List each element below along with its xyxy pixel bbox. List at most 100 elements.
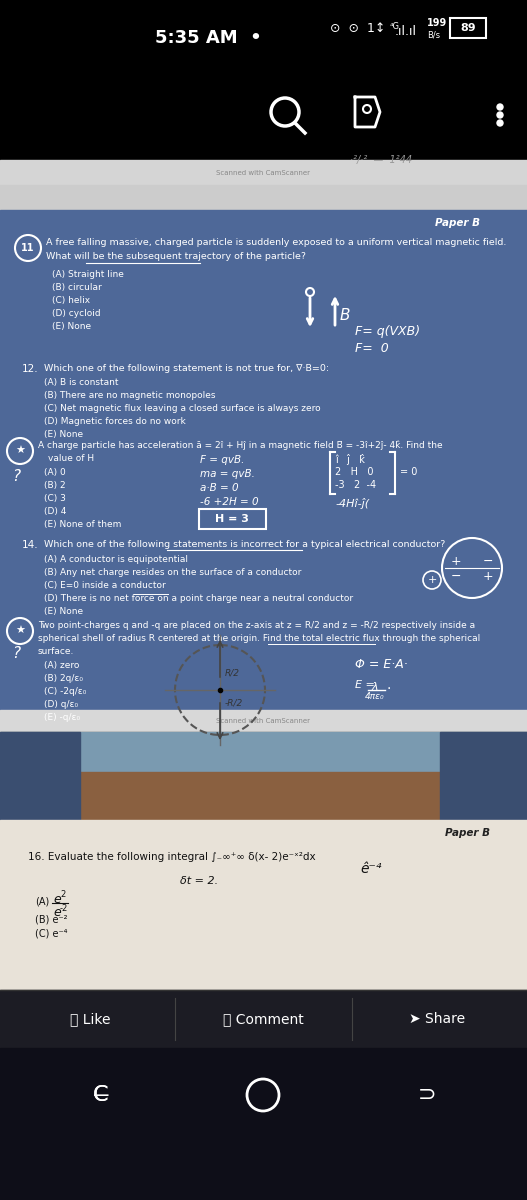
Text: 12.: 12. bbox=[22, 364, 38, 374]
Text: (E) -q/ε₀: (E) -q/ε₀ bbox=[44, 713, 80, 722]
Text: a·B = 0: a·B = 0 bbox=[200, 482, 239, 493]
Text: -4Hî-ĵ(: -4Hî-ĵ( bbox=[335, 498, 369, 509]
Text: −: − bbox=[483, 554, 493, 568]
Text: -3   2  -4: -3 2 -4 bbox=[335, 480, 376, 490]
Bar bbox=[0, 70, 527, 160]
Text: (A): (A) bbox=[35, 896, 49, 906]
Text: (C) helix: (C) helix bbox=[52, 296, 90, 305]
Text: Paper B: Paper B bbox=[435, 218, 480, 228]
Text: 👍 Like: 👍 Like bbox=[70, 1012, 110, 1026]
Bar bbox=[0, 1048, 527, 1200]
Bar bbox=[0, 160, 527, 185]
Text: 16. Evaluate the following integral ∫₋∞⁺∞ δ(x- 2)e⁻ˣ²dx: 16. Evaluate the following integral ∫₋∞⁺… bbox=[28, 852, 316, 862]
Text: Scanned with CamScanner: Scanned with CamScanner bbox=[216, 170, 310, 176]
Text: λ: λ bbox=[372, 682, 378, 692]
Text: (C) Net magnetic flux leaving a closed surface is always zero: (C) Net magnetic flux leaving a closed s… bbox=[44, 404, 320, 413]
Text: -R/2: -R/2 bbox=[225, 698, 243, 707]
Text: (A) 0: (A) 0 bbox=[44, 468, 66, 476]
Bar bbox=[0, 710, 527, 732]
Bar bbox=[450, 18, 486, 38]
Text: H = 3: H = 3 bbox=[215, 514, 249, 524]
Text: 89: 89 bbox=[460, 23, 476, 32]
Text: -6 +2H = 0: -6 +2H = 0 bbox=[200, 497, 259, 506]
Text: (E) None of them: (E) None of them bbox=[44, 520, 121, 529]
Bar bbox=[440, 732, 527, 820]
Bar bbox=[0, 210, 527, 720]
Text: B: B bbox=[340, 308, 350, 323]
Text: (A) A conductor is equipotential: (A) A conductor is equipotential bbox=[44, 554, 188, 564]
Text: E =: E = bbox=[355, 680, 375, 690]
Text: F=  0: F= 0 bbox=[355, 342, 389, 355]
Circle shape bbox=[497, 104, 503, 110]
Text: (B) e⁻²: (B) e⁻² bbox=[35, 914, 67, 924]
Text: value of H: value of H bbox=[48, 454, 94, 463]
Text: (E) None: (E) None bbox=[44, 607, 83, 616]
Text: +: + bbox=[483, 570, 493, 583]
Text: Scanned with CamScanner: Scanned with CamScanner bbox=[216, 718, 310, 724]
Text: ★: ★ bbox=[15, 626, 25, 636]
Text: 4πε₀: 4πε₀ bbox=[365, 692, 385, 701]
Text: .ıl.ıl: .ıl.ıl bbox=[395, 25, 417, 38]
Text: ★: ★ bbox=[15, 446, 25, 456]
Text: e: e bbox=[53, 893, 61, 906]
Text: spherical shell of radius R centered at the origin. Find the total electric flux: spherical shell of radius R centered at … bbox=[38, 634, 480, 643]
Text: e: e bbox=[53, 906, 61, 919]
Text: Paper B: Paper B bbox=[445, 828, 490, 838]
Text: (C) e⁻⁴: (C) e⁻⁴ bbox=[35, 929, 67, 938]
Text: (B) 2: (B) 2 bbox=[44, 481, 66, 490]
Text: ma = qvB.: ma = qvB. bbox=[200, 469, 255, 479]
Text: (D) Magnetic forces do no work: (D) Magnetic forces do no work bbox=[44, 416, 186, 426]
Circle shape bbox=[497, 120, 503, 126]
Text: (D) 4: (D) 4 bbox=[44, 506, 66, 516]
Text: 2: 2 bbox=[60, 890, 65, 899]
Bar bbox=[0, 772, 527, 820]
Text: ⊃: ⊃ bbox=[418, 1085, 436, 1105]
Text: C̶: C̶ bbox=[92, 1085, 108, 1105]
Text: B/s: B/s bbox=[427, 30, 440, 38]
Text: R/2: R/2 bbox=[225, 668, 240, 677]
Text: (D) q/ε₀: (D) q/ε₀ bbox=[44, 700, 78, 709]
Bar bbox=[0, 732, 527, 772]
Text: (C) E=0 inside a conductor: (C) E=0 inside a conductor bbox=[44, 581, 166, 590]
Text: -2: -2 bbox=[60, 904, 69, 913]
Bar bbox=[0, 990, 527, 1048]
Text: A charge particle has acceleration ā = 2î + Hĵ in a magnetic field B̄ = -3î+2ĵ- : A charge particle has acceleration ā = 2… bbox=[38, 440, 443, 450]
Text: Which one of the following statement is not true for, ∇·B=0:: Which one of the following statement is … bbox=[44, 364, 329, 373]
Text: (B) There are no magnetic monopoles: (B) There are no magnetic monopoles bbox=[44, 391, 216, 400]
Text: Two point-charges q and -q are placed on the z-axis at z = R/2 and z = -R/2 resp: Two point-charges q and -q are placed on… bbox=[38, 622, 475, 630]
Text: (D) There is no net force on a point charge near a neutral conductor: (D) There is no net force on a point cha… bbox=[44, 594, 353, 602]
Text: (A) B is constant: (A) B is constant bbox=[44, 378, 119, 386]
Text: 💬 Comment: 💬 Comment bbox=[222, 1012, 304, 1026]
Text: ⁴G: ⁴G bbox=[390, 22, 400, 31]
Bar bbox=[0, 185, 527, 215]
Bar bbox=[0, 820, 527, 990]
Text: (C) -2q/ε₀: (C) -2q/ε₀ bbox=[44, 686, 86, 696]
Bar bbox=[0, 0, 527, 70]
Text: −: − bbox=[451, 570, 461, 583]
Text: δt = 2.: δt = 2. bbox=[180, 876, 218, 886]
Text: ê⁻⁴: ê⁻⁴ bbox=[360, 862, 382, 876]
Text: +: + bbox=[451, 554, 461, 568]
Text: ⊙  ⊙  1↕: ⊙ ⊙ 1↕ bbox=[330, 22, 385, 35]
Bar bbox=[0, 732, 527, 820]
Text: F= q(VXB): F= q(VXB) bbox=[355, 325, 420, 338]
Text: C: C bbox=[92, 1085, 108, 1105]
Text: surface.: surface. bbox=[38, 647, 74, 656]
Text: (D) cycloid: (D) cycloid bbox=[52, 308, 101, 318]
Text: ·: · bbox=[386, 682, 391, 696]
Text: (B) Any net charge resides on the surface of a conductor: (B) Any net charge resides on the surfac… bbox=[44, 568, 301, 577]
Text: +: + bbox=[427, 575, 437, 584]
Text: ➤ Share: ➤ Share bbox=[409, 1012, 465, 1026]
Text: Which one of the following statements is incorrect for a typical electrical cond: Which one of the following statements is… bbox=[44, 540, 445, 550]
Text: 14.: 14. bbox=[22, 540, 38, 550]
Text: 5:35 AM  •: 5:35 AM • bbox=[155, 29, 262, 47]
Text: (E) None: (E) None bbox=[52, 322, 91, 331]
Text: = 0: = 0 bbox=[400, 467, 417, 476]
Bar bbox=[0, 732, 80, 820]
Text: 11: 11 bbox=[21, 242, 35, 253]
Text: A free falling massive, charged particle is suddenly exposed to a uniform vertic: A free falling massive, charged particle… bbox=[46, 238, 506, 247]
Text: 2   H   0: 2 H 0 bbox=[335, 467, 374, 476]
Text: (C) 3: (C) 3 bbox=[44, 494, 66, 503]
Text: Φ = E·A·: Φ = E·A· bbox=[355, 658, 408, 671]
Text: (B) 2q/ε₀: (B) 2q/ε₀ bbox=[44, 674, 83, 683]
